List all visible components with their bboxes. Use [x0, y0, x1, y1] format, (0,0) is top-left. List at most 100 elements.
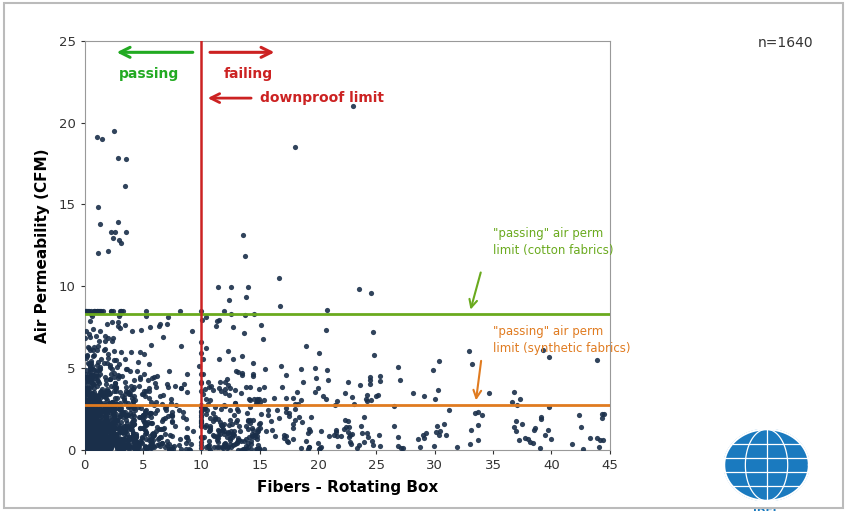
Point	[102, 389, 116, 397]
Point	[103, 421, 117, 429]
Point	[199, 313, 213, 321]
Point	[86, 433, 100, 442]
Point	[103, 360, 117, 368]
Point	[87, 444, 101, 452]
Point	[304, 413, 318, 422]
Point	[360, 397, 374, 405]
Point	[99, 427, 113, 435]
Point	[126, 400, 140, 408]
Point	[125, 412, 138, 420]
Point	[137, 387, 151, 395]
Point	[85, 407, 98, 415]
Point	[137, 413, 151, 421]
Point	[109, 432, 123, 440]
Point	[361, 433, 374, 441]
Point	[354, 422, 368, 430]
Point	[127, 420, 141, 428]
Point	[224, 415, 237, 424]
Point	[152, 322, 165, 330]
Point	[91, 440, 105, 448]
Point	[512, 394, 526, 403]
Point	[144, 444, 158, 452]
Point	[91, 307, 104, 315]
Point	[106, 406, 119, 414]
Point	[86, 417, 100, 426]
Point	[206, 417, 219, 425]
Point	[113, 307, 127, 315]
Point	[316, 391, 329, 400]
Point	[510, 417, 523, 425]
Point	[86, 312, 99, 320]
Point	[107, 383, 120, 391]
Point	[92, 443, 106, 451]
Point	[98, 408, 112, 416]
Point	[86, 400, 99, 408]
Point	[108, 420, 122, 428]
Point	[89, 442, 102, 450]
Point	[136, 433, 149, 441]
Point	[98, 436, 112, 445]
Point	[230, 405, 243, 413]
Point	[104, 443, 118, 451]
Point	[84, 372, 97, 380]
Point	[91, 424, 104, 432]
Point	[101, 404, 114, 412]
Point	[195, 403, 208, 411]
Point	[100, 419, 113, 427]
Point	[130, 441, 143, 449]
Point	[277, 430, 291, 438]
Point	[83, 344, 97, 352]
Point	[222, 429, 235, 437]
Point	[83, 430, 97, 438]
Point	[147, 430, 161, 438]
Point	[311, 384, 324, 392]
Point	[163, 399, 177, 407]
Point	[80, 400, 94, 408]
Point	[80, 307, 93, 315]
Point	[100, 422, 113, 430]
Point	[86, 407, 99, 415]
Point	[195, 412, 208, 421]
Point	[143, 409, 157, 417]
Point	[86, 424, 100, 432]
Point	[213, 430, 226, 438]
Point	[86, 364, 99, 373]
Point	[223, 421, 236, 429]
Point	[351, 444, 364, 452]
Point	[279, 394, 292, 403]
Point	[156, 414, 169, 423]
Point	[212, 426, 225, 434]
Point	[226, 322, 240, 331]
Point	[291, 400, 305, 408]
Point	[145, 430, 158, 438]
Point	[96, 415, 109, 424]
Point	[109, 383, 123, 391]
Point	[309, 374, 323, 382]
Point	[542, 353, 556, 361]
Point	[125, 386, 138, 394]
Point	[103, 399, 117, 407]
Point	[83, 436, 97, 445]
Point	[119, 408, 132, 416]
Point	[81, 437, 95, 445]
Point	[142, 393, 156, 402]
Point	[162, 445, 175, 453]
Point	[79, 391, 92, 399]
Point	[451, 443, 464, 451]
Point	[523, 438, 536, 447]
Point	[272, 413, 285, 422]
Point	[119, 432, 133, 440]
Point	[125, 433, 138, 441]
Point	[320, 366, 334, 375]
Point	[240, 443, 253, 451]
Point	[80, 417, 93, 425]
Point	[108, 435, 122, 444]
Point	[81, 373, 95, 381]
Point	[157, 333, 170, 341]
Point	[87, 351, 101, 359]
Point	[131, 443, 145, 451]
Point	[364, 396, 378, 404]
Point	[93, 401, 107, 409]
Point	[107, 402, 120, 410]
Point	[116, 444, 130, 452]
